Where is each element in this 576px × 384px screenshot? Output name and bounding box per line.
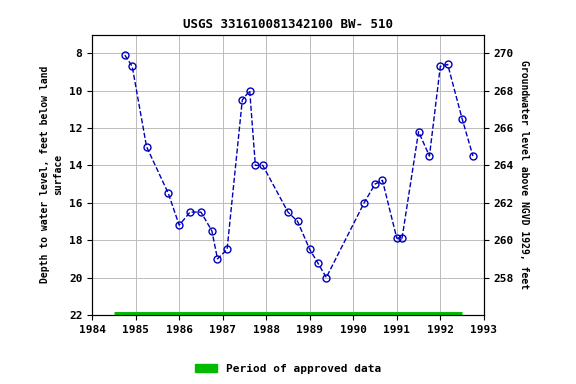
Y-axis label: Groundwater level above NGVD 1929, feet: Groundwater level above NGVD 1929, feet xyxy=(520,60,529,289)
Legend: Period of approved data: Period of approved data xyxy=(191,359,385,379)
Y-axis label: Depth to water level, feet below land
surface: Depth to water level, feet below land su… xyxy=(40,66,63,283)
Title: USGS 331610081342100 BW- 510: USGS 331610081342100 BW- 510 xyxy=(183,18,393,31)
